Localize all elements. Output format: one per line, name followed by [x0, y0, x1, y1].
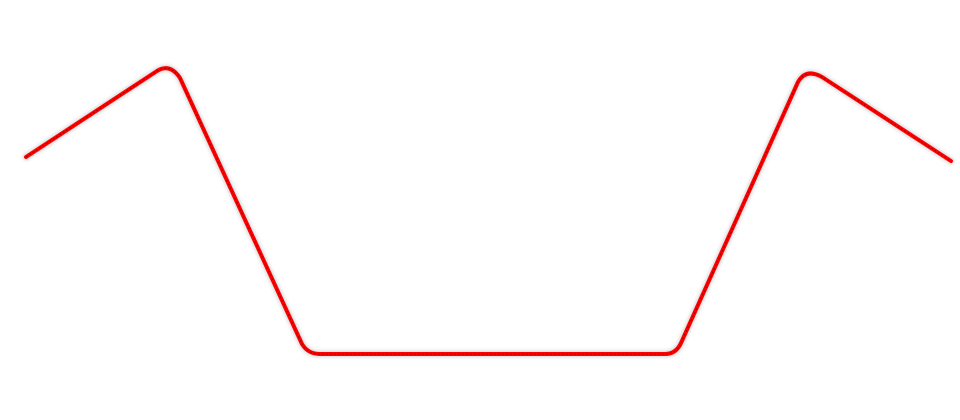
path-line	[24, 66, 953, 356]
path-texture	[25, 67, 952, 355]
path-shadow	[22, 64, 955, 358]
